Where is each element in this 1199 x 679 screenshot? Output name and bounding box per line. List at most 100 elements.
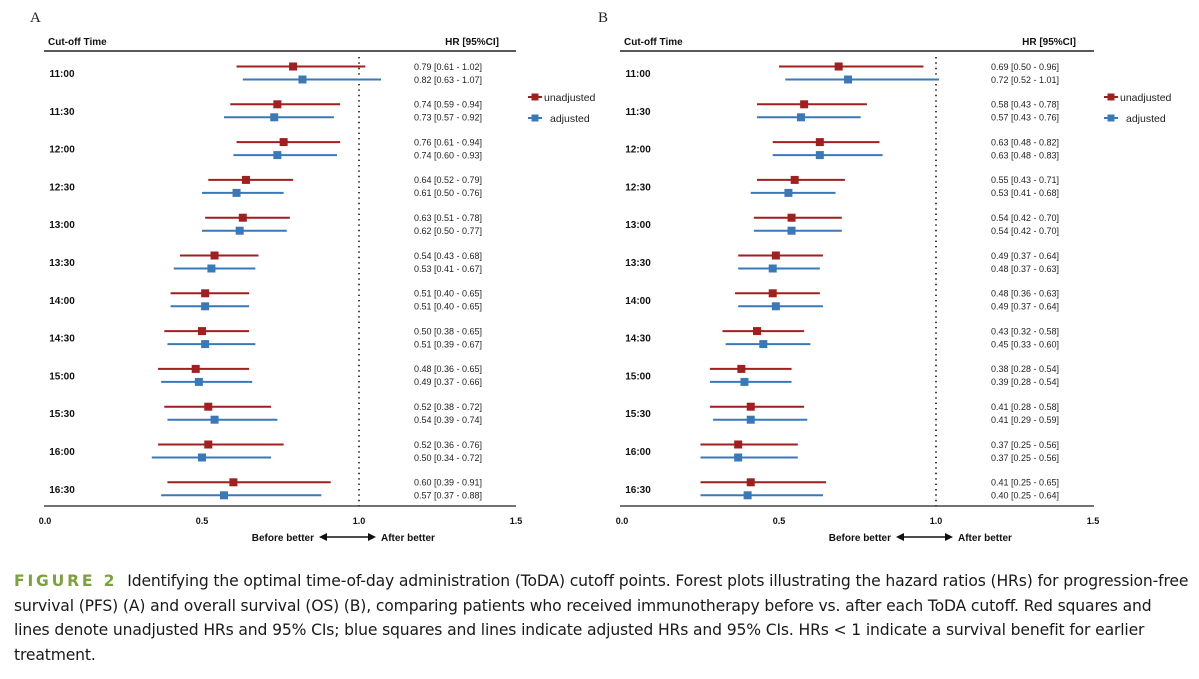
panel-b-row-label: 11:00 bbox=[625, 69, 650, 80]
panel-a-row-label: 13:00 bbox=[49, 220, 75, 231]
panel-b-unadjusted-point bbox=[771, 251, 780, 260]
panel-a-unadjusted-point bbox=[279, 138, 288, 147]
panel-b-adjusted-point bbox=[771, 302, 780, 311]
panel-b-unadjusted-hr-label: 0.63 [0.48 - 0.82] bbox=[991, 137, 1059, 147]
panel-a-unadjusted-point bbox=[204, 402, 213, 411]
panel-a-legend-unadjusted-label: unadjusted bbox=[544, 92, 596, 104]
panel-a-adjusted-hr-label: 0.73 [0.57 - 0.92] bbox=[414, 113, 482, 123]
panel-a-adjusted-hr-label: 0.57 [0.37 - 0.88] bbox=[414, 491, 482, 501]
panel-b-row-label: 12:00 bbox=[625, 145, 651, 156]
panel-b-header-cutoff-time: Cut-off Time bbox=[624, 37, 683, 48]
panel-a-x-tick-label: 0.5 bbox=[196, 516, 209, 526]
panel-b-unadjusted-point bbox=[787, 213, 796, 222]
panel-a-unadjusted-point bbox=[198, 327, 206, 336]
panel-a-unadjusted-hr-label: 0.63 [0.51 - 0.78] bbox=[414, 213, 482, 223]
panel-b-unadjusted-hr-label: 0.69 [0.50 - 0.96] bbox=[991, 62, 1059, 72]
panel-a-legend-adjusted-label: adjusted bbox=[550, 113, 590, 125]
panel-b-adjusted-point bbox=[740, 377, 749, 386]
figure-caption: FIGURE 2 Identifying the optimal time-of-… bbox=[14, 569, 1189, 667]
panel-b-x-tick-label: 0.5 bbox=[773, 516, 786, 526]
panel-b-adjusted-hr-label: 0.63 [0.48 - 0.83] bbox=[991, 150, 1059, 160]
panel-a-letter: A bbox=[30, 10, 41, 26]
panel-a-adjusted-point bbox=[201, 340, 210, 349]
panel-a-adjusted-hr-label: 0.54 [0.39 - 0.74] bbox=[414, 415, 482, 425]
panel-b-x-tick-label: 1.5 bbox=[1087, 516, 1100, 526]
panel-a-unadjusted-hr-label: 0.54 [0.43 - 0.68] bbox=[414, 251, 482, 261]
panel-b-legend-unadjusted-marker bbox=[1107, 93, 1115, 101]
panel-b-adjusted-hr-label: 0.45 [0.33 - 0.60] bbox=[991, 339, 1059, 349]
panel-b-x-tick-label: 1.0 bbox=[930, 516, 943, 526]
panel-a-unadjusted-hr-label: 0.51 [0.40 - 0.65] bbox=[414, 289, 482, 299]
panel-b-adjusted-hr-label: 0.40 [0.25 - 0.64] bbox=[991, 491, 1059, 501]
panel-b-adjusted-hr-label: 0.48 [0.37 - 0.63] bbox=[991, 264, 1059, 274]
panel-b-row-label: 14:30 bbox=[625, 334, 651, 345]
panel-a-adjusted-hr-label: 0.62 [0.50 - 0.77] bbox=[414, 226, 482, 236]
panel-b-adjusted-point bbox=[844, 75, 853, 84]
panel-a-adjusted-hr-label: 0.50 [0.34 - 0.72] bbox=[414, 453, 482, 463]
panel-a-adjusted-hr-label: 0.51 [0.39 - 0.67] bbox=[414, 339, 482, 349]
panel-a-row-label: 11:00 bbox=[49, 69, 74, 80]
panel-b-header-hr-ci: HR [95%CI] bbox=[1022, 37, 1076, 48]
panel-b-row-label: 15:30 bbox=[625, 409, 651, 420]
panel-a-row-label: 11:30 bbox=[49, 107, 74, 118]
panel-a-unadjusted-hr-label: 0.74 [0.59 - 0.94] bbox=[414, 100, 482, 110]
panel-b-unadjusted-point bbox=[746, 402, 755, 411]
panel-b-legend-adjusted-marker bbox=[1107, 114, 1115, 122]
panel-b-adjusted-point bbox=[784, 188, 793, 197]
panel-b-x-tick-label: 0.0 bbox=[616, 516, 629, 526]
panel-b-row-label: 16:30 bbox=[625, 485, 651, 496]
panel-a-adjusted-hr-label: 0.74 [0.60 - 0.93] bbox=[414, 150, 482, 160]
panel-b-row-label: 13:30 bbox=[625, 258, 651, 269]
panel-a-header-hr-ci: HR [95%CI] bbox=[445, 37, 499, 48]
panel-a-row-label: 13:30 bbox=[49, 258, 75, 269]
panel-a-adjusted-point bbox=[273, 151, 282, 160]
panel-a-row-label: 16:30 bbox=[49, 485, 75, 496]
panel-a-row-label: 16:00 bbox=[49, 447, 75, 458]
panel-b-unadjusted-point bbox=[790, 175, 799, 184]
panel-b-legend-unadjusted-label: unadjusted bbox=[1120, 92, 1172, 104]
panel-a-row-label: 14:00 bbox=[49, 296, 75, 307]
panel-b-row-label: 13:00 bbox=[625, 220, 651, 231]
panel-a-unadjusted-hr-label: 0.50 [0.38 - 0.65] bbox=[414, 326, 482, 336]
panel-a-unadjusted-point bbox=[273, 100, 282, 109]
panel-a-unadjusted-point bbox=[289, 62, 298, 71]
panel-b-unadjusted-point bbox=[834, 62, 843, 71]
panel-b-row-label: 16:00 bbox=[625, 447, 651, 458]
panel-b-adjusted-hr-label: 0.49 [0.37 - 0.64] bbox=[991, 302, 1059, 312]
panel-b-arrow-left-icon bbox=[896, 533, 904, 541]
panel-a-unadjusted-point bbox=[201, 289, 210, 298]
panel-b-adjusted-hr-label: 0.37 [0.25 - 0.56] bbox=[991, 453, 1059, 463]
panel-a-unadjusted-point bbox=[191, 364, 200, 373]
panel-a-adjusted-hr-label: 0.53 [0.41 - 0.67] bbox=[414, 264, 482, 274]
panel-a-arrow-left-icon bbox=[319, 533, 327, 541]
panel-b-adjusted-point bbox=[768, 264, 777, 273]
panel-b-adjusted-point bbox=[734, 453, 743, 462]
panel-b-adjusted-hr-label: 0.53 [0.41 - 0.68] bbox=[991, 188, 1059, 198]
panel-a-adjusted-point bbox=[235, 226, 244, 235]
panel-a-unadjusted-point bbox=[210, 251, 219, 260]
panel-a-x-tick-label: 1.5 bbox=[510, 516, 523, 526]
figure-label: FIGURE 2 bbox=[14, 572, 118, 590]
panel-b-unadjusted-hr-label: 0.55 [0.43 - 0.71] bbox=[991, 175, 1059, 185]
panel-a-adjusted-hr-label: 0.49 [0.37 - 0.66] bbox=[414, 377, 482, 387]
panel-a-arrow-right-icon bbox=[368, 533, 376, 541]
panel-a-adjusted-point bbox=[201, 302, 210, 311]
panel-a-adjusted-point bbox=[210, 415, 219, 424]
panel-a-adjusted-hr-label: 0.82 [0.63 - 1.07] bbox=[414, 75, 482, 85]
panel-a-adjusted-point bbox=[198, 453, 206, 462]
panel-b-adjusted-point bbox=[815, 151, 824, 160]
panel-a-unadjusted-point bbox=[241, 175, 250, 184]
panel-a-unadjusted-hr-label: 0.52 [0.36 - 0.76] bbox=[414, 440, 482, 450]
panel-b-unadjusted-hr-label: 0.43 [0.32 - 0.58] bbox=[991, 326, 1059, 336]
panel-a-unadjusted-hr-label: 0.79 [0.61 - 1.02] bbox=[414, 62, 482, 72]
panel-b-legend-adjusted-label: adjusted bbox=[1126, 113, 1166, 125]
panel-a-unadjusted-point bbox=[238, 213, 247, 222]
panel-b-adjusted-point bbox=[796, 113, 805, 122]
panel-b-direction-after-label: After better bbox=[958, 533, 1012, 544]
panel-a-legend-adjusted-marker bbox=[531, 114, 539, 122]
panel-b-adjusted-hr-label: 0.39 [0.28 - 0.54] bbox=[991, 377, 1059, 387]
panel-a-adjusted-point bbox=[219, 491, 228, 500]
panel-b-unadjusted-hr-label: 0.37 [0.25 - 0.56] bbox=[991, 440, 1059, 450]
panel-b-adjusted-hr-label: 0.41 [0.29 - 0.59] bbox=[991, 415, 1059, 425]
panel-b-unadjusted-point bbox=[737, 364, 746, 373]
